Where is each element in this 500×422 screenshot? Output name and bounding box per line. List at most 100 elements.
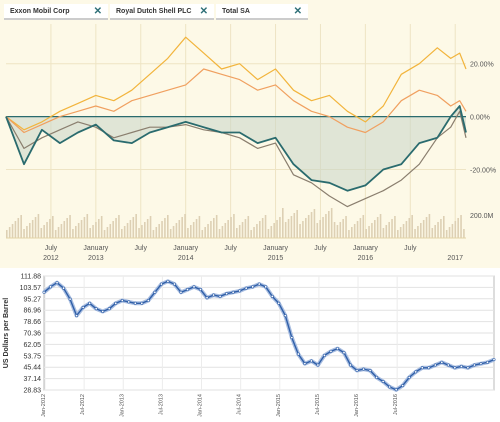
data-point	[81, 305, 85, 309]
y-tick-label: 95.27	[23, 296, 41, 303]
volume-bar	[414, 229, 416, 238]
volume-bar	[37, 214, 40, 238]
volume-bar	[316, 223, 319, 238]
data-point	[192, 285, 196, 289]
legend-tag-label: Total SA	[222, 7, 250, 15]
volume-bar	[54, 230, 57, 238]
volume-bar	[408, 218, 411, 238]
volume-bar	[299, 224, 301, 238]
y-tick-label: 111.88	[21, 274, 41, 281]
volume-bar	[422, 220, 425, 238]
data-point	[459, 364, 463, 368]
volume-bar	[457, 218, 459, 238]
volume-bar	[425, 217, 428, 238]
volume-bar	[420, 223, 422, 238]
volume-bar	[276, 220, 278, 238]
volume-bar	[328, 211, 330, 238]
x-tick-year-label: 2017	[447, 255, 463, 262]
data-point	[277, 301, 281, 305]
volume-bar	[238, 225, 241, 238]
volume-bar	[221, 226, 224, 238]
volume-bar	[273, 223, 275, 238]
volume-bar	[60, 224, 63, 238]
data-point	[172, 282, 176, 286]
x-tick-year-label: 2012	[43, 255, 59, 262]
close-icon[interactable]: ✕	[199, 6, 208, 17]
volume-bar	[49, 219, 51, 238]
volume-bar	[287, 219, 290, 238]
volume-bar	[362, 215, 365, 238]
legend-tag-total[interactable]: Total SA ✕	[216, 4, 308, 20]
x-tick-label: Jan-2013	[119, 394, 125, 417]
data-point	[479, 362, 483, 366]
data-point	[466, 366, 470, 370]
data-point	[381, 380, 385, 384]
y-tick-label: 20.00%	[470, 62, 494, 69]
volume-bar	[181, 217, 183, 238]
y-tick-label: 0.00%	[470, 115, 490, 122]
volume-bar	[351, 227, 353, 238]
data-point	[349, 363, 353, 367]
volume-bar	[135, 214, 137, 238]
volume-bar	[31, 220, 34, 238]
volume-bar	[463, 229, 465, 238]
data-point	[101, 310, 105, 314]
volume-bar	[132, 217, 135, 238]
volume-bar	[17, 218, 20, 238]
volume-bar	[440, 219, 442, 238]
volume-bar	[144, 222, 146, 238]
legend-tag-shell[interactable]: Royal Dutch Shell PLC ✕	[110, 4, 214, 20]
volume-bar	[72, 229, 74, 238]
legend-tag-label: Exxon Mobil Corp	[10, 7, 70, 15]
volume-bar	[6, 230, 8, 238]
x-tick-label: July	[135, 245, 148, 252]
volume-bar	[264, 215, 267, 238]
volume-bar	[348, 230, 350, 238]
volume-bar	[342, 219, 344, 238]
data-point	[244, 286, 248, 290]
x-tick-label: July	[224, 245, 237, 252]
data-point	[218, 294, 222, 298]
volume-bar	[43, 225, 45, 238]
volume-bar	[261, 218, 264, 238]
volume-bar	[11, 224, 14, 238]
volume-bar	[313, 209, 316, 238]
data-point	[388, 385, 392, 389]
data-point	[342, 351, 346, 355]
volume-bar	[359, 218, 362, 238]
volume-bar	[417, 226, 419, 238]
y-tick-label: 103.57	[20, 285, 42, 292]
volume-bar	[129, 220, 132, 238]
volume-bar	[152, 230, 155, 238]
volume-bar	[339, 222, 342, 238]
volume-bar	[368, 226, 370, 238]
volume-bar	[100, 216, 103, 238]
volume-bar	[236, 228, 238, 238]
data-point	[55, 281, 59, 285]
data-point	[309, 359, 313, 363]
close-icon[interactable]: ✕	[93, 6, 102, 17]
data-point	[231, 290, 235, 294]
legend-tag-exxon[interactable]: Exxon Mobil Corp ✕	[4, 4, 108, 20]
data-point	[440, 360, 444, 364]
x-tick-label: Jul-2015	[315, 394, 321, 415]
data-point	[225, 292, 229, 296]
series-line	[5, 68, 467, 134]
x-tick-label: January	[83, 245, 108, 252]
volume-bar	[77, 223, 80, 238]
volume-bar	[434, 225, 436, 238]
volume-bar	[385, 225, 388, 238]
volume-bar	[356, 221, 359, 238]
volume-bar	[89, 228, 91, 238]
volume-bar	[250, 230, 252, 238]
data-point	[335, 347, 339, 351]
y-tick-label: 70.36	[23, 331, 41, 338]
volume-bar	[388, 222, 390, 238]
close-icon[interactable]: ✕	[293, 6, 302, 17]
data-point	[303, 362, 307, 366]
data-point	[159, 282, 163, 286]
volume-bar	[445, 230, 448, 238]
volume-bar	[330, 208, 333, 238]
series-line	[5, 105, 467, 192]
data-point	[166, 279, 170, 283]
